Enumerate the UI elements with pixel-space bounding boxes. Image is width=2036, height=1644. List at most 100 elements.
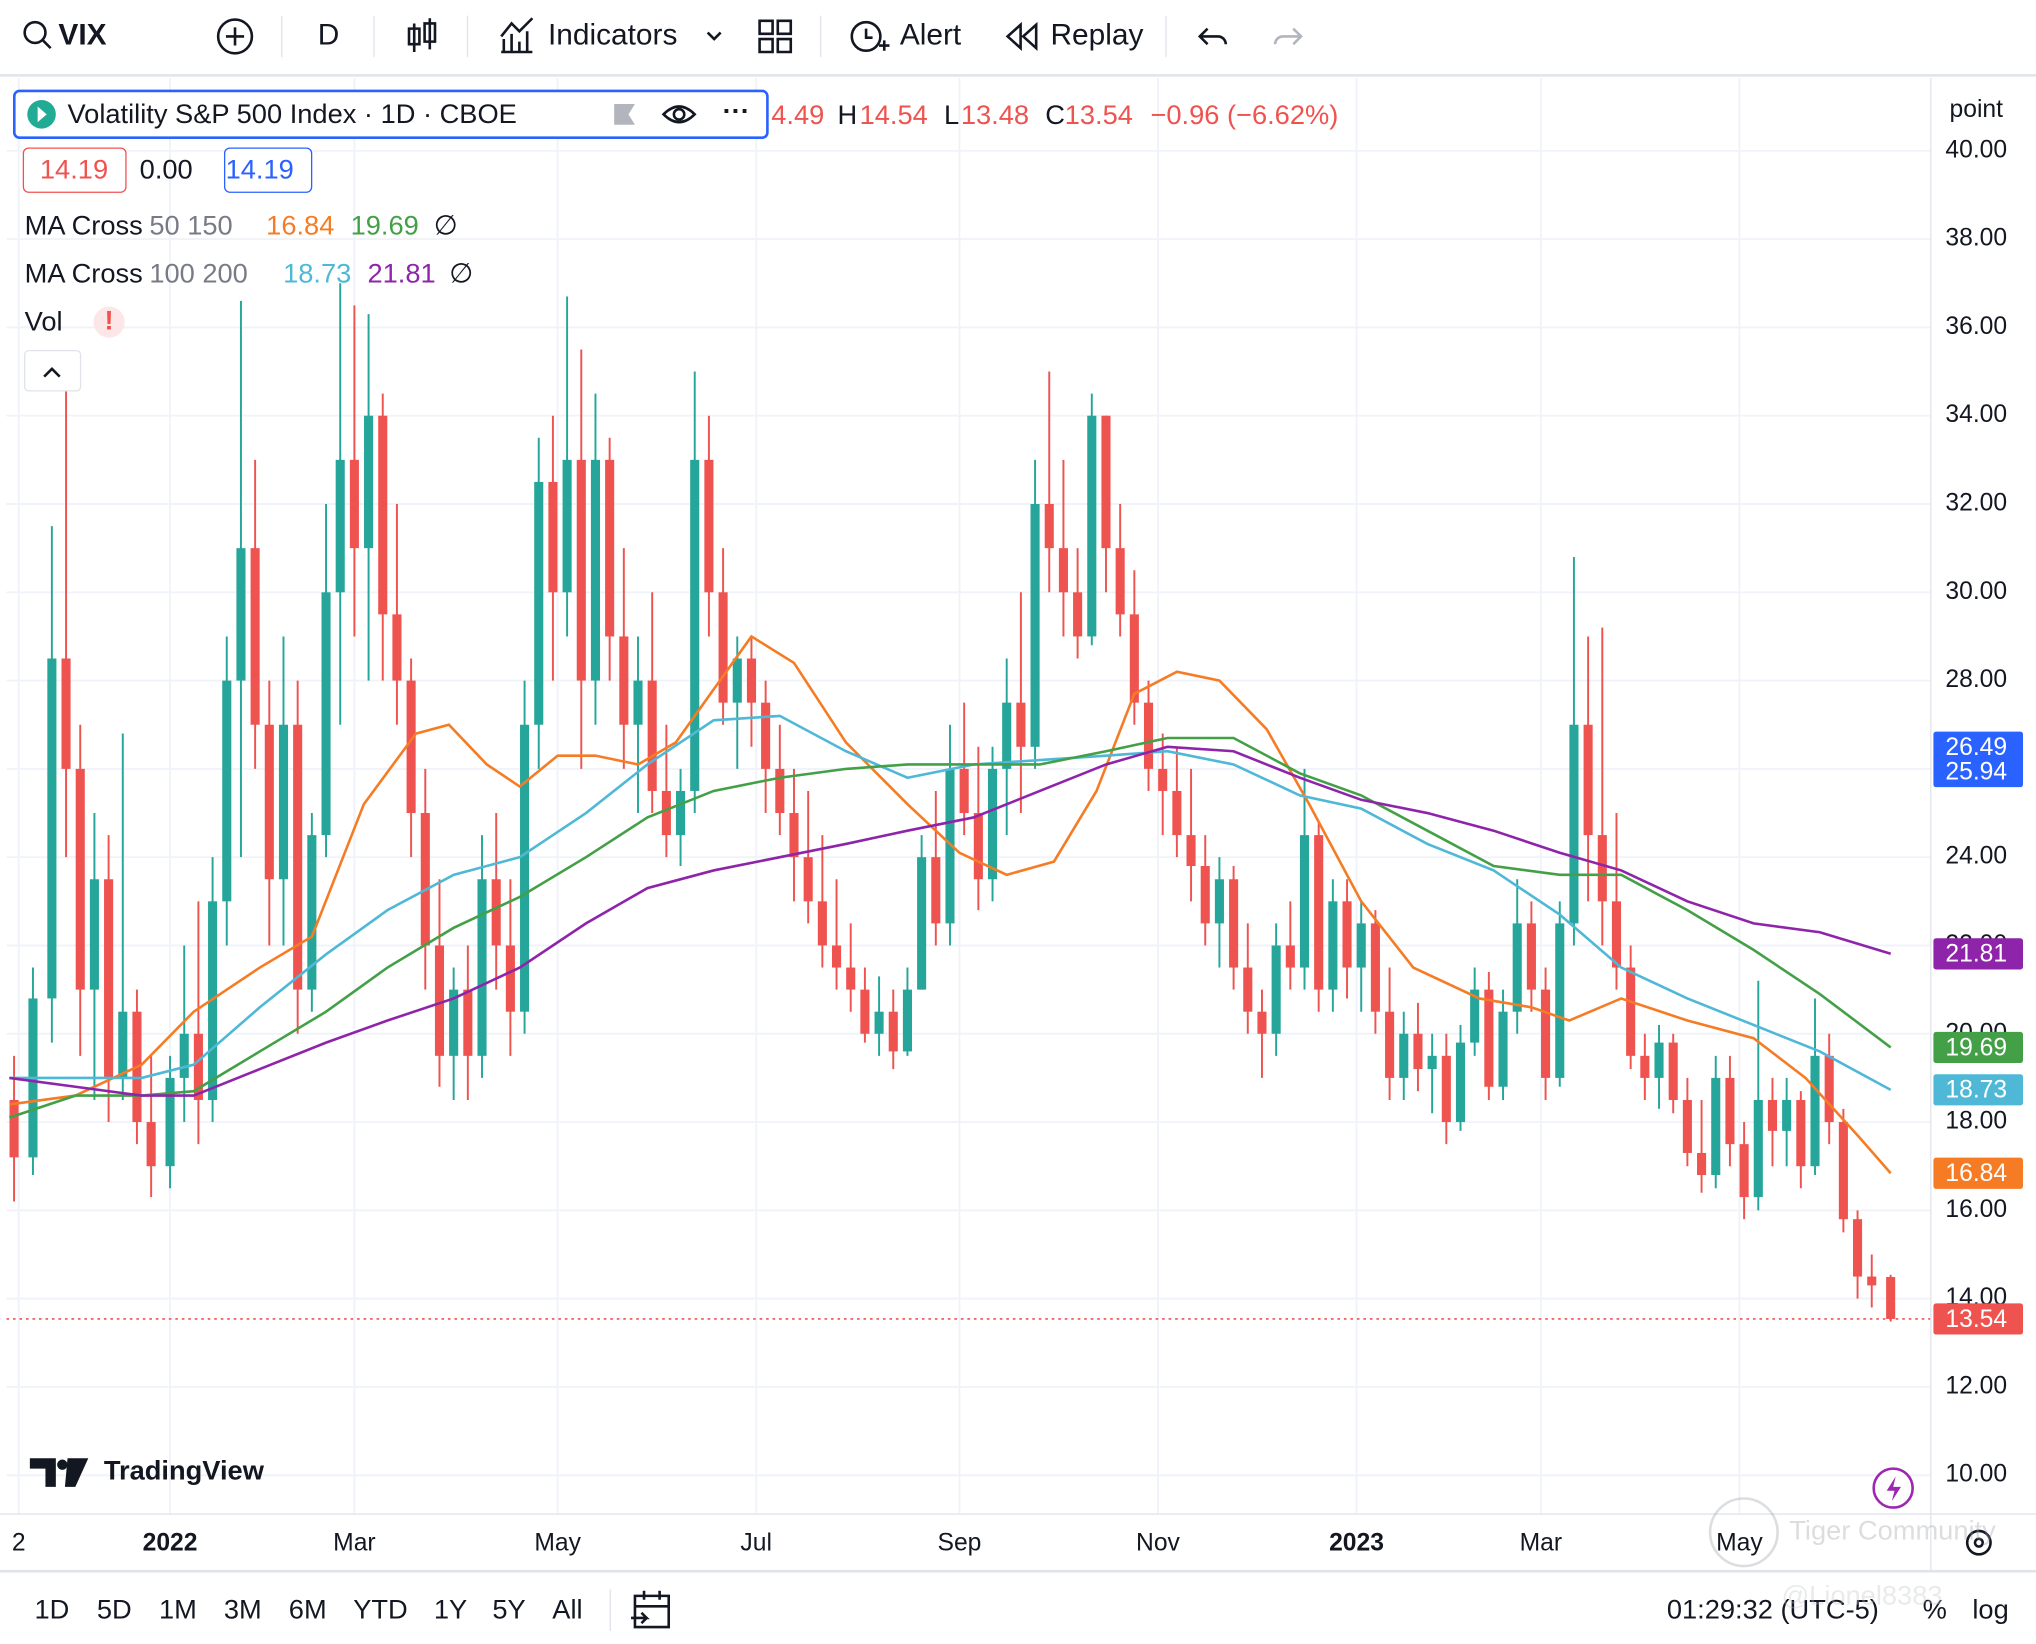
high-key: H — [838, 99, 858, 130]
dropdown-icon[interactable] — [706, 31, 722, 41]
candle-body — [89, 879, 99, 990]
settings-button[interactable] — [1965, 1529, 1992, 1556]
range-button[interactable]: 1D — [35, 1594, 70, 1625]
candle-body — [548, 481, 558, 593]
y-tick-label: 32.00 — [1945, 490, 2007, 517]
candle-body — [1455, 1042, 1466, 1123]
range-button[interactable]: 6M — [289, 1594, 327, 1625]
alert-icon[interactable] — [850, 20, 882, 53]
compare-button[interactable] — [216, 18, 254, 55]
candle-body — [236, 548, 246, 681]
percent-toggle[interactable]: % — [1923, 1594, 1947, 1625]
log-toggle[interactable]: log — [1972, 1594, 2008, 1625]
candle-body — [860, 989, 870, 1034]
indicator-value: 19.69 — [351, 210, 419, 241]
candle-body — [491, 879, 501, 946]
toolbar: VIX D Indicators Alert Replay — [23, 15, 1303, 58]
candle-body — [293, 724, 303, 990]
indicator-name: MA Cross — [25, 258, 143, 289]
alert-button[interactable]: Alert — [900, 18, 962, 51]
candle-body — [307, 835, 317, 990]
indicator-value: 21.81 — [367, 258, 435, 289]
range-button[interactable]: 5Y — [492, 1594, 525, 1625]
candle-body — [1668, 1042, 1678, 1100]
indicator-value: 18.73 — [283, 258, 351, 289]
candle-body — [1044, 503, 1054, 549]
price-tag — [1933, 1074, 2024, 1106]
replay-button[interactable]: Replay — [1050, 18, 1143, 51]
goto-date-button[interactable] — [631, 1590, 671, 1629]
candle-body — [1498, 1011, 1508, 1087]
compare-icon — [225, 27, 245, 46]
sell-button[interactable] — [22, 147, 127, 193]
legend-title-box[interactable] — [12, 89, 769, 140]
candle-body — [463, 989, 473, 1056]
logo-icon — [29, 1458, 89, 1487]
indicators-button[interactable]: Indicators — [548, 18, 677, 51]
candle-body — [1796, 1099, 1806, 1167]
flag-icon[interactable] — [614, 103, 635, 125]
range-button[interactable]: 1Y — [434, 1594, 467, 1625]
range-button[interactable]: 1M — [159, 1594, 197, 1625]
x-tick-label: 2023 — [1329, 1529, 1384, 1556]
candle-body — [1626, 967, 1636, 1056]
indicator-value: 16.84 — [266, 210, 334, 241]
more-icon[interactable]: ··· — [723, 95, 750, 126]
y-tick-label: 24.00 — [1945, 843, 2007, 870]
candle-body — [1413, 1033, 1423, 1070]
range-button[interactable]: YTD — [353, 1594, 408, 1625]
candle-body — [690, 459, 700, 791]
price-tag — [1933, 1303, 2024, 1335]
watermark-brand: Tiger Community — [1789, 1514, 1996, 1545]
candle-body — [1640, 1055, 1650, 1078]
range-button[interactable]: 3M — [224, 1594, 262, 1625]
buy-button[interactable] — [223, 147, 313, 193]
footer: 01:29:32 (UTC-5) % log 1D 5D 1M 3M 6M YTD 1Y 5Y… — [35, 1589, 2009, 1631]
search-icon[interactable] — [23, 20, 47, 45]
replay-icon[interactable] — [1005, 21, 1038, 52]
symbol[interactable]: VIX — [58, 18, 106, 51]
candle-body — [1016, 702, 1026, 747]
lightning-icon — [1886, 1476, 1901, 1502]
volume-label: Vol — [25, 306, 63, 337]
candle-body — [1526, 923, 1536, 990]
candle-body — [902, 989, 912, 1052]
x-tick-label: May — [1716, 1529, 1763, 1556]
candle-body — [1186, 835, 1196, 867]
candle-body — [1767, 1099, 1778, 1131]
candle-body — [534, 481, 544, 725]
interval[interactable]: D — [318, 18, 340, 51]
market-status-icon — [37, 106, 47, 123]
chart-type-button[interactable] — [407, 18, 437, 53]
candle-body — [1782, 1099, 1792, 1131]
ask: 14.19 — [226, 154, 294, 185]
candle-body — [647, 680, 657, 791]
watermark-user: @Lionel8383 — [1781, 1579, 1942, 1610]
range-button[interactable]: 5D — [97, 1594, 132, 1625]
candle-body — [222, 680, 232, 902]
candle-body — [1299, 835, 1310, 968]
volume-alert-icon: ! — [105, 304, 114, 335]
candle-body — [1541, 989, 1551, 1078]
undo-button[interactable] — [1197, 27, 1228, 46]
redo-button[interactable] — [1273, 27, 1303, 46]
candle-body — [165, 1077, 175, 1167]
indicators-icon[interactable] — [500, 17, 534, 54]
price-tag-label: 19.69 — [1945, 1034, 2007, 1061]
candle-body — [1512, 923, 1522, 1012]
layout-button[interactable] — [758, 19, 793, 54]
range-button[interactable]: All — [552, 1594, 582, 1625]
candle-body — [477, 879, 487, 1056]
indicator-flag: ∅ — [449, 258, 473, 289]
candle-body — [1470, 989, 1480, 1043]
candle-body — [718, 592, 728, 703]
eye-icon[interactable] — [661, 105, 697, 124]
candle-body — [576, 459, 586, 681]
ma-line — [9, 714, 1892, 1092]
volume-alert[interactable] — [93, 306, 125, 338]
candle-body — [1867, 1276, 1877, 1286]
candle-body — [1073, 592, 1083, 637]
bid: 14.19 — [40, 154, 108, 185]
candle-body — [1886, 1277, 1896, 1319]
